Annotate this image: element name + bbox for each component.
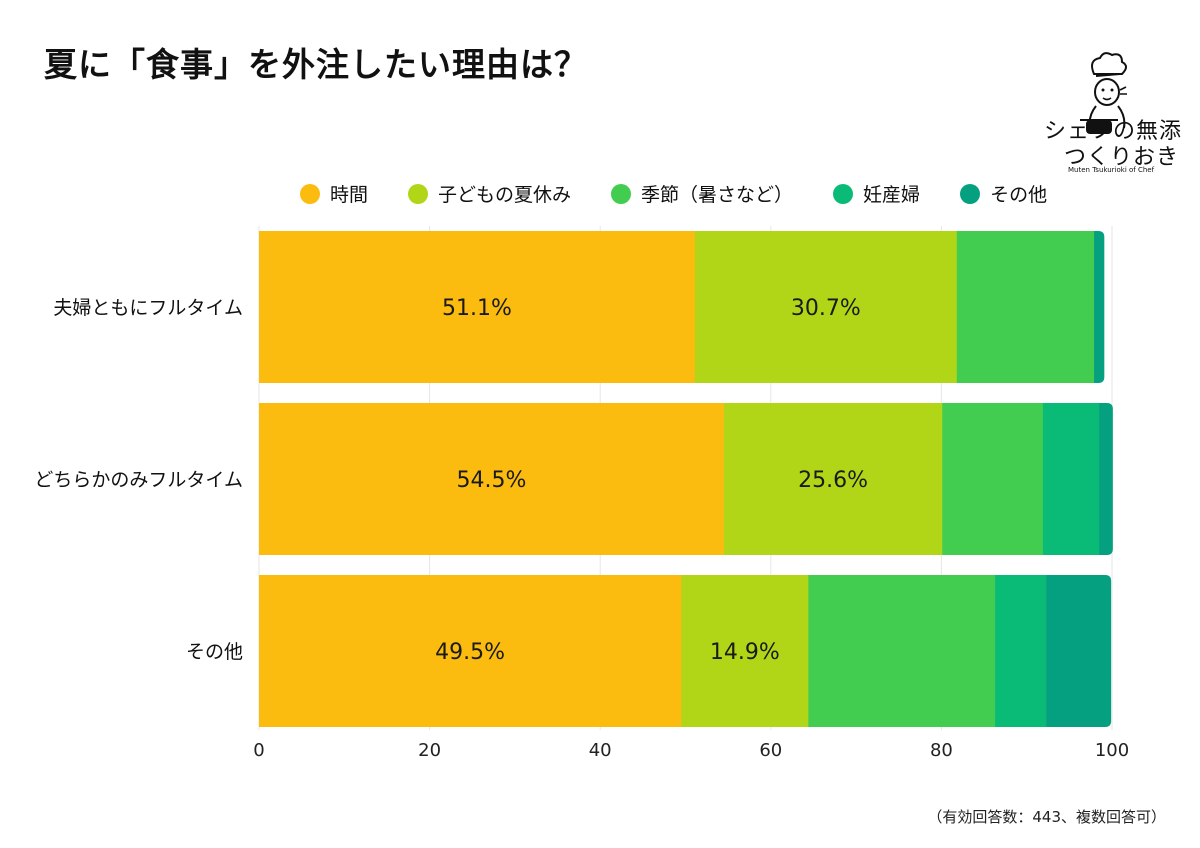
chart-title: 夏に「食事」を外注したい理由は？ xyxy=(44,45,588,84)
legend-item-season: 季節（暑さなど） xyxy=(611,180,793,207)
legend-item-time: 時間 xyxy=(300,180,368,207)
bar-segment xyxy=(1042,403,1100,555)
x-tick-label: 60 xyxy=(759,740,782,761)
category-label: その他 xyxy=(186,641,243,663)
data-label: 51.1% xyxy=(442,296,512,321)
data-label: 25.6% xyxy=(798,468,868,493)
legend-swatch xyxy=(300,183,320,204)
x-tick-label: 80 xyxy=(930,740,953,761)
legend-label: 妊産婦 xyxy=(863,184,921,206)
bar-segment xyxy=(995,575,1047,727)
bar-segment xyxy=(956,231,1095,383)
category-label: どちらかのみフルタイム xyxy=(34,469,243,491)
chart-legend: 時間 子どもの夏休み 季節（暑さなど） 妊産婦 その他 xyxy=(300,180,1087,207)
category-label: 夫婦ともにフルタイム xyxy=(53,297,243,319)
x-tick-label: 20 xyxy=(418,740,441,761)
data-label: 49.5% xyxy=(435,640,505,665)
x-tick-label: 40 xyxy=(589,740,612,761)
legend-swatch xyxy=(611,183,632,204)
legend-label: その他 xyxy=(990,184,1048,206)
bar-segment xyxy=(942,403,1044,555)
bar-segment xyxy=(1094,231,1105,383)
legend-label: 子どもの夏休み xyxy=(438,184,572,206)
x-tick-label: 0 xyxy=(253,740,264,761)
legend-item-pregnancy: 妊産婦 xyxy=(833,180,920,207)
data-label: 54.5% xyxy=(456,468,526,493)
bar-segment xyxy=(1099,403,1113,555)
legend-item-summer-break: 子どもの夏休み xyxy=(408,180,571,207)
bar-segment xyxy=(1046,575,1112,727)
legend-swatch xyxy=(833,183,854,204)
legend-swatch xyxy=(960,183,981,204)
data-label: 30.7% xyxy=(791,296,861,321)
legend-swatch xyxy=(408,183,429,204)
x-tick-label: 100 xyxy=(1095,740,1129,761)
bar-segment xyxy=(259,231,696,383)
bar-segment xyxy=(259,403,725,555)
response-note: （有効回答数：443、複数回答可） xyxy=(927,808,1166,826)
bar-segment xyxy=(808,575,996,727)
logo-brand-line1: シェフの無添 xyxy=(1044,119,1183,144)
legend-item-other: その他 xyxy=(960,180,1047,207)
data-label: 14.9% xyxy=(710,640,780,665)
chef-logo-icon xyxy=(1080,52,1127,134)
bar-segment xyxy=(681,575,809,727)
logo-brand-romaji: Muten Tsukurioki of Chef xyxy=(1068,166,1155,174)
legend-label: 季節（暑さなど） xyxy=(641,184,794,206)
bar-segment xyxy=(259,575,682,727)
logo-brand-line2: つくりおき xyxy=(1064,145,1180,170)
legend-label: 時間 xyxy=(330,184,369,206)
bar-segment xyxy=(694,231,958,383)
bar-segment xyxy=(723,403,943,555)
